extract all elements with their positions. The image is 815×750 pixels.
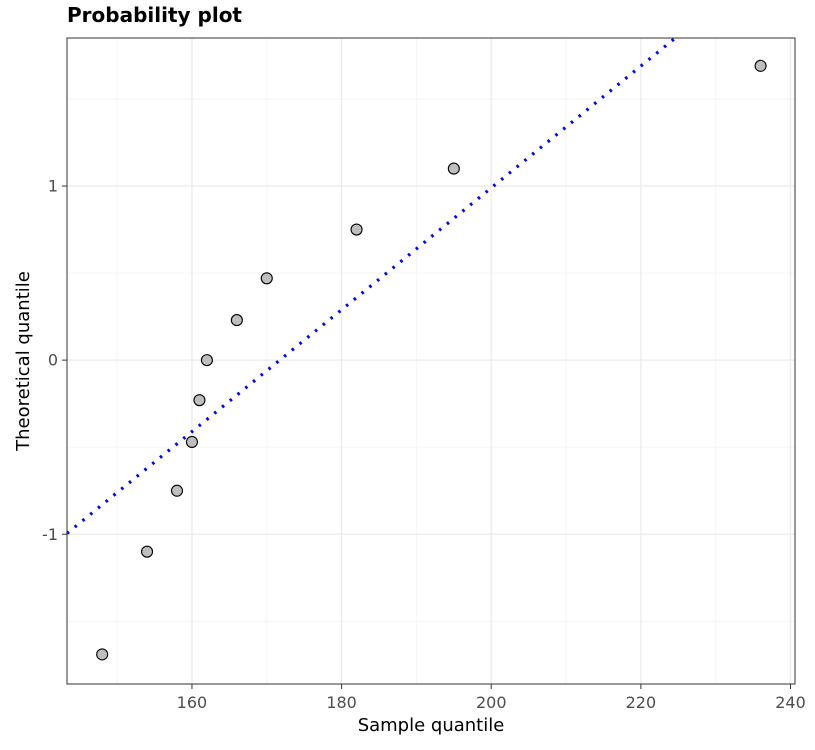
data-point bbox=[141, 545, 154, 558]
y-axis-label: Theoretical quantile bbox=[13, 271, 34, 452]
data-point bbox=[754, 59, 767, 72]
y-tick-label: -1 bbox=[42, 525, 58, 544]
data-point bbox=[96, 648, 109, 661]
x-axis-label: Sample quantile bbox=[358, 715, 505, 736]
data-point bbox=[193, 394, 206, 407]
data-point bbox=[350, 223, 363, 236]
data-point bbox=[230, 314, 243, 327]
x-axis-ticks: 160 180 200 220 240 bbox=[177, 684, 806, 712]
data-point bbox=[260, 272, 273, 285]
y-axis-ticks: -1 0 1 bbox=[42, 177, 67, 544]
data-point bbox=[447, 162, 460, 175]
y-tick-label: 0 bbox=[48, 351, 58, 370]
panel-border bbox=[66, 37, 796, 685]
data-points-layer bbox=[96, 59, 767, 661]
x-tick-label: 200 bbox=[476, 693, 507, 712]
y-tick-label: 1 bbox=[48, 177, 58, 196]
x-tick-label: 240 bbox=[775, 693, 806, 712]
x-tick-label: 180 bbox=[326, 693, 357, 712]
grid-lines bbox=[67, 38, 795, 684]
x-tick-label: 160 bbox=[177, 693, 208, 712]
data-point bbox=[200, 354, 213, 367]
x-tick-label: 220 bbox=[626, 693, 657, 712]
reference-line-layer bbox=[65, 36, 677, 535]
data-point bbox=[170, 484, 184, 497]
data-point bbox=[185, 435, 198, 449]
chart-title: Probability plot bbox=[67, 3, 242, 27]
reference-line bbox=[65, 36, 677, 535]
